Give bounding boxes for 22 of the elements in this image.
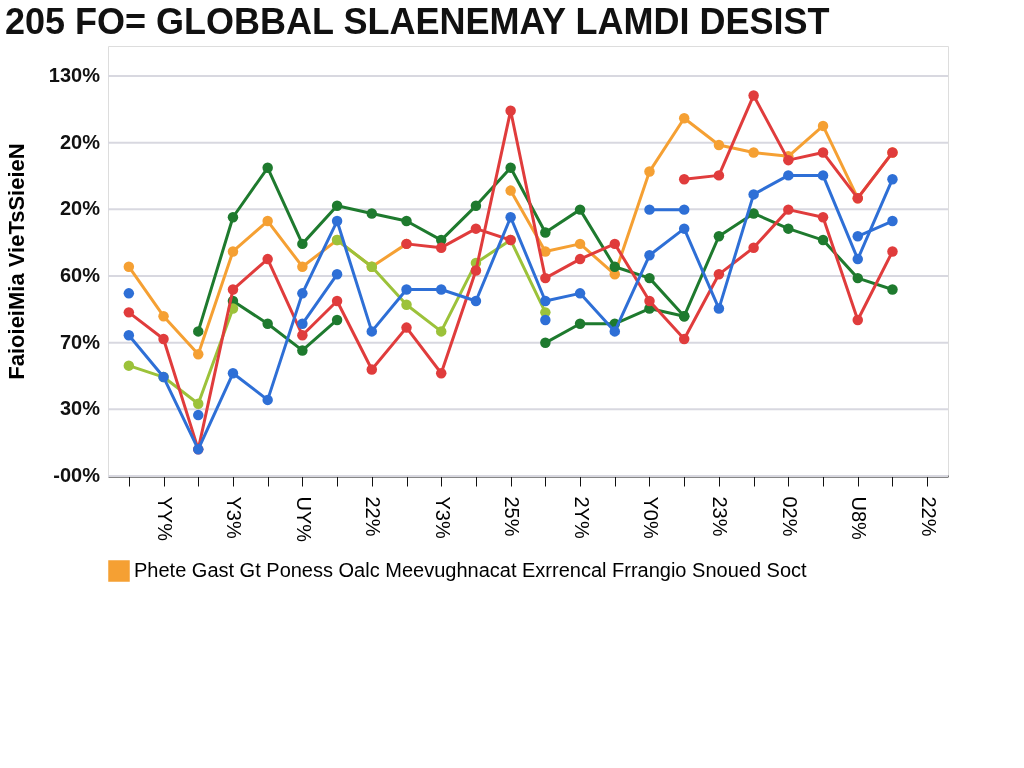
x-tick-label: 02% — [778, 496, 801, 537]
text: 30% — [59, 397, 101, 420]
x-tick-label: 2Y% — [570, 496, 593, 539]
x-tick-label: 23% — [709, 496, 732, 537]
x-tick-label: 25% — [501, 496, 524, 537]
x-tick-label: Y3% — [223, 496, 246, 539]
text: 60% — [59, 264, 101, 286]
text: -00% — [53, 464, 101, 486]
legend-label: Phete Gast Gt Poness Oalc Meevughnacat Exrrencal Frrangio Snoued Soct — [134, 559, 808, 581]
y-axis-title: FaioieiMia VieTsSieieN — [3, 143, 29, 380]
text: 130% — [48, 64, 101, 86]
text: 20% — [59, 130, 101, 153]
x-tick-label: UY% — [292, 496, 315, 543]
x-tick-label: 22% — [362, 496, 385, 537]
x-tick-label: Y3% — [431, 496, 454, 539]
x-tick-label: U8% — [848, 496, 871, 541]
x-tick-label: YY% — [154, 496, 177, 542]
x-tick-label: Y0% — [639, 496, 662, 539]
text: 20% — [59, 197, 101, 220]
x-tick-label: 22% — [917, 496, 940, 537]
chart-title: 205 FO= GLOBBAL SLAENEMAY LAMDI DESIST — [5, 1, 830, 42]
text: 70% — [59, 330, 101, 353]
